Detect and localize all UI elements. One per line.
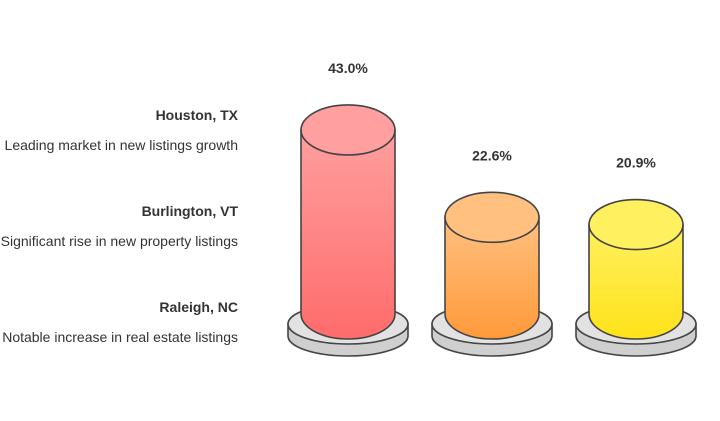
bar-burlington: 22.6% — [431, 147, 553, 357]
bar-body — [300, 129, 396, 340]
value-label: 22.6% — [472, 147, 512, 163]
value-label: 43.0% — [328, 60, 368, 76]
legend-title: Houston, TX — [155, 107, 238, 123]
bar-top — [588, 198, 684, 251]
value-label: 20.9% — [616, 155, 656, 171]
bar-body — [444, 216, 540, 340]
legend-item-houston: Houston, TX Leading market in new listin… — [0, 106, 238, 154]
legend-description: Leading market in new listings growth — [4, 137, 238, 153]
bar-top — [444, 191, 540, 244]
bar-houston: 43.0% — [287, 60, 409, 357]
legend-description: Notable increase in real estate listings — [2, 329, 238, 345]
legend-title: Burlington, VT — [141, 203, 238, 219]
bar-body — [588, 223, 684, 340]
legend-title: Raleigh, NC — [159, 299, 238, 315]
legend-item-burlington: Burlington, VT Significant rise in new p… — [0, 202, 238, 250]
bar-top — [300, 104, 396, 156]
legend-description: Significant rise in new property listing… — [0, 233, 238, 249]
legend-item-raleigh: Raleigh, NC Notable increase in real est… — [0, 298, 238, 346]
bar-raleigh: 20.9% — [575, 155, 697, 357]
